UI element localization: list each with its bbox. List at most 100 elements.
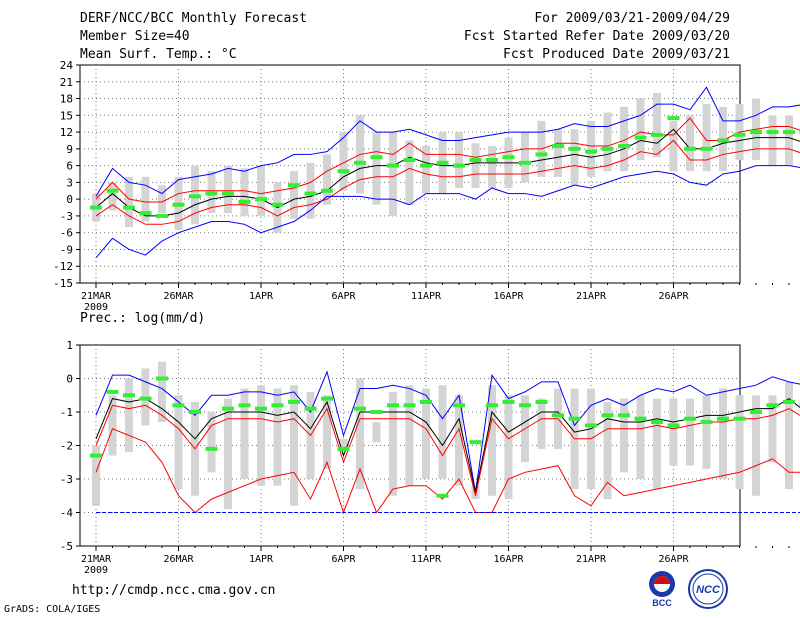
observed-marker	[568, 416, 581, 421]
observed-marker	[436, 493, 449, 498]
observed-marker	[189, 194, 201, 199]
spread-box	[620, 106, 628, 172]
observed-marker	[337, 446, 350, 451]
observed-marker	[123, 205, 135, 210]
spread-box	[389, 391, 397, 496]
observed-marker	[304, 191, 317, 196]
spread-box	[554, 129, 562, 177]
observed-marker	[766, 130, 779, 135]
observed-marker	[783, 130, 795, 135]
observed-marker	[222, 191, 234, 196]
y-tick-label: -6	[60, 227, 73, 240]
y-tick-label: -3	[60, 210, 73, 223]
observed-marker	[156, 376, 168, 381]
spread-box	[768, 395, 777, 463]
observed-marker	[370, 410, 383, 414]
year-label: 2009	[84, 302, 108, 313]
x-tick-label: 1APR	[249, 554, 274, 565]
temperature-panel: -15 -12 -9 -6 -3 0 3 6 9 12 15 18 21 24 21MAR 26MAR 1APR…	[53, 59, 800, 313]
spread-box	[686, 115, 694, 172]
spread-box	[323, 395, 331, 469]
spread-box	[125, 176, 133, 228]
y-tick-label: 1	[66, 339, 73, 352]
x-tick-label: 26MAR	[163, 554, 194, 565]
forecast-produced-date: Fcst Produced Date 2009/03/21	[503, 47, 730, 62]
x-tick-label: 1APR	[249, 291, 274, 302]
spread-box	[620, 398, 628, 473]
observed-marker	[156, 213, 168, 218]
observed-marker	[354, 406, 366, 411]
x-tick-label: 16APR	[493, 291, 524, 302]
series-lower-percentile	[95, 139, 800, 225]
observed-marker	[123, 393, 135, 398]
y-tick-label: 3	[66, 176, 73, 189]
observed-marker	[453, 403, 465, 408]
footer-url[interactable]: http://cmdp.ncc.cma.gov.cn	[72, 583, 276, 598]
observed-marker	[387, 403, 399, 408]
spread-box	[669, 398, 678, 466]
observed-marker	[321, 396, 333, 401]
observed-marker	[568, 146, 581, 151]
spread-box	[290, 385, 298, 506]
observed-marker	[585, 423, 597, 428]
y-tick-label: 0	[66, 193, 73, 206]
precip-title: Prec.: log(mm/d)	[80, 311, 206, 326]
series-ensemble-max	[95, 370, 800, 493]
observed-marker	[601, 146, 614, 151]
spread-box	[356, 378, 364, 490]
y-tick-label: -3	[60, 473, 73, 486]
spread-box	[240, 388, 249, 479]
observed-marker	[139, 396, 152, 401]
observed-marker	[304, 406, 317, 411]
observed-marker	[420, 399, 432, 404]
spread-box	[653, 92, 661, 158]
observed-marker	[387, 163, 399, 168]
member-size-label: Member Size=40	[80, 29, 190, 44]
bcc-logo-text: BCC	[652, 598, 672, 608]
y-tick-label: -9	[60, 243, 73, 256]
y-tick-label: -4	[60, 507, 74, 520]
spread-box	[405, 140, 414, 205]
observed-marker	[469, 440, 482, 445]
observed-marker	[486, 158, 498, 163]
observed-marker	[139, 211, 152, 216]
observed-marker	[271, 403, 284, 408]
y-tick-label: 21	[60, 76, 73, 89]
observed-marker	[717, 416, 729, 421]
observed-marker	[766, 403, 779, 408]
spread-box	[273, 388, 282, 486]
series-upper-percentile	[95, 117, 800, 203]
spread-box	[488, 385, 496, 496]
spread-box	[636, 98, 645, 161]
spread-box	[636, 395, 645, 479]
y-tick-label: -15	[53, 277, 73, 290]
observed-marker	[634, 135, 647, 140]
x-tick-label: 11APR	[411, 554, 442, 565]
spread-box	[422, 146, 430, 194]
observed-marker	[519, 403, 531, 408]
spread-box	[669, 120, 678, 172]
spread-box	[438, 385, 447, 479]
observed-marker	[651, 420, 663, 425]
x-tick-label: 6APR	[331, 291, 356, 302]
observed-marker	[172, 202, 185, 207]
x-tick-label: 16APR	[493, 554, 524, 565]
y-tick-label: 15	[60, 109, 73, 122]
spread-box	[686, 398, 694, 466]
observed-marker	[453, 163, 465, 168]
grads-credit: GrADS: COLA/IGES	[4, 604, 101, 615]
spread-box	[174, 395, 183, 490]
observed-marker	[106, 188, 119, 193]
spread-box	[125, 378, 133, 453]
spread-box	[521, 132, 529, 183]
spread-box	[339, 132, 348, 191]
x-tick-label: 26APR	[658, 554, 689, 565]
observed-marker	[783, 399, 795, 404]
bcc-logo: BCC	[649, 571, 675, 608]
x-tick-label: 21MAR	[81, 554, 112, 565]
observed-marker	[684, 416, 696, 421]
forecast-start-date: Fcst Started Refer Date 2009/03/20	[463, 29, 730, 44]
observed-marker	[502, 155, 515, 160]
spread-box	[372, 132, 381, 205]
x-tick-label: 21APR	[576, 554, 607, 565]
